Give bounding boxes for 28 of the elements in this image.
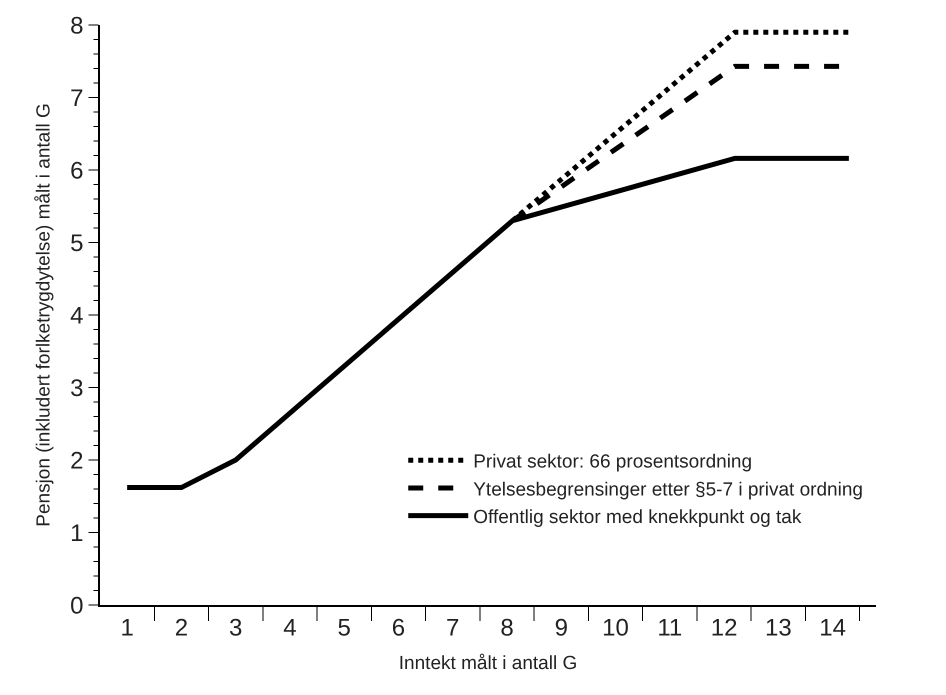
legend-label: Ytelsesbegrensinger etter §5-7 i privat ordning	[473, 479, 863, 500]
x-tick-label: 11	[657, 614, 682, 642]
y-tick-label: 0	[70, 592, 84, 620]
y-tick-label: 1	[70, 520, 84, 547]
x-tick-label: 8	[500, 614, 514, 642]
y-tick-label: 2	[70, 447, 84, 474]
x-tick-label: 3	[228, 614, 242, 642]
x-tick-label: 9	[554, 614, 568, 642]
x-tick-label: 10	[602, 614, 629, 642]
x-axis-title: Inntekt målt i antall G	[398, 652, 578, 674]
y-axis-title: Pensjon (inkludert forlketrygdytelse) målt i antall G	[33, 103, 54, 527]
legend-label: Privat sektor: 66 prosentsordning	[473, 452, 752, 473]
legend-label: Offentlig sektor med knekkpunkt og tak	[473, 507, 802, 528]
y-tick-label: 3	[70, 374, 84, 402]
y-tick-label: 6	[70, 157, 84, 184]
x-tick-label: 1	[120, 614, 134, 642]
y-tick-label: 7	[70, 84, 84, 112]
x-tick-label: 7	[446, 614, 460, 642]
x-tick-label: 4	[283, 614, 297, 642]
x-tick-label: 14	[819, 614, 846, 642]
y-tick-label: 4	[70, 302, 84, 330]
y-tick-label: 8	[70, 12, 84, 40]
x-tick-label: 6	[392, 614, 406, 642]
x-tick-label: 5	[338, 614, 351, 642]
x-tick-label: 2	[174, 614, 188, 642]
x-tick-label: 12	[710, 614, 738, 642]
y-tick-label: 5	[70, 230, 84, 257]
x-tick-label: 13	[764, 614, 792, 642]
